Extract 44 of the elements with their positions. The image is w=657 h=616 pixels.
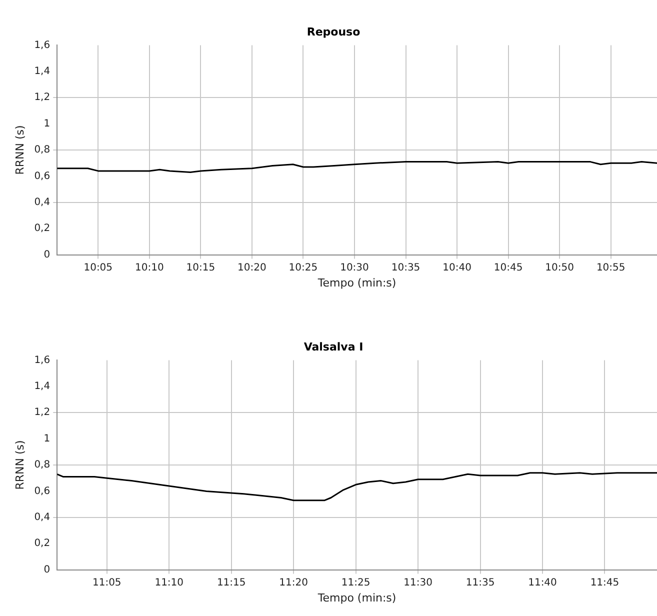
y-tick-label: 0,2 bbox=[34, 223, 50, 234]
x-tick-label: 11:30 bbox=[404, 577, 432, 588]
x-tick-label: 11:05 bbox=[92, 577, 122, 588]
y-axis-title: RRNN (s) bbox=[13, 440, 26, 490]
y-tick-label: 0 bbox=[44, 249, 50, 260]
y-tick-label: 0,6 bbox=[34, 486, 50, 497]
y-tick-label: 1 bbox=[44, 433, 50, 444]
x-tick-label: 10:35 bbox=[391, 262, 420, 274]
y-tick-label: 1,6 bbox=[34, 40, 50, 51]
y-axis-title: RRNN (s) bbox=[13, 125, 26, 175]
x-tick-label: 11:10 bbox=[154, 577, 184, 588]
x-tick-label: 10:25 bbox=[288, 262, 318, 274]
y-tick-label: 1,6 bbox=[34, 354, 50, 366]
y-tick-label: 1,2 bbox=[34, 92, 50, 104]
x-tick-label: 10:20 bbox=[238, 262, 266, 274]
y-tick-label: 1,2 bbox=[34, 407, 50, 418]
x-tick-label: 10:55 bbox=[596, 262, 626, 274]
x-tick-label: 10:30 bbox=[340, 262, 369, 274]
chart-title: Repouso bbox=[306, 25, 361, 38]
y-tick-label: 0,2 bbox=[34, 538, 50, 550]
x-tick-label: 10:10 bbox=[134, 262, 164, 274]
x-axis-title: Tempo (min:s) bbox=[316, 276, 396, 290]
x-tick-label: 11:15 bbox=[216, 577, 246, 588]
x-tick-label: 10:45 bbox=[494, 262, 523, 274]
x-axis-title: Tempo (min:s) bbox=[316, 591, 396, 604]
x-tick-label: 11:35 bbox=[466, 577, 495, 588]
x-tick-label: 11:20 bbox=[279, 577, 308, 588]
chart-title: Valsalva I bbox=[304, 340, 364, 354]
x-tick-label: 11:40 bbox=[528, 577, 557, 588]
y-tick-label: 1,4 bbox=[34, 66, 50, 77]
y-tick-label: 0,4 bbox=[34, 196, 50, 208]
y-tick-label: 0,8 bbox=[34, 144, 50, 156]
y-tick-label: 0,4 bbox=[34, 512, 50, 523]
x-tick-label: 11:25 bbox=[341, 577, 370, 588]
y-tick-label: 0 bbox=[44, 564, 50, 576]
x-tick-label: 10:50 bbox=[545, 262, 574, 274]
y-tick-label: 1 bbox=[44, 118, 50, 130]
x-tick-label: 10:15 bbox=[186, 262, 216, 274]
x-tick-label: 10:40 bbox=[442, 262, 472, 274]
y-tick-label: 0,6 bbox=[34, 170, 50, 182]
x-tick-label: 11:45 bbox=[590, 577, 620, 588]
y-tick-label: 1,4 bbox=[34, 380, 50, 392]
x-tick-label: 10:05 bbox=[84, 262, 113, 274]
y-tick-label: 0,8 bbox=[34, 460, 50, 471]
